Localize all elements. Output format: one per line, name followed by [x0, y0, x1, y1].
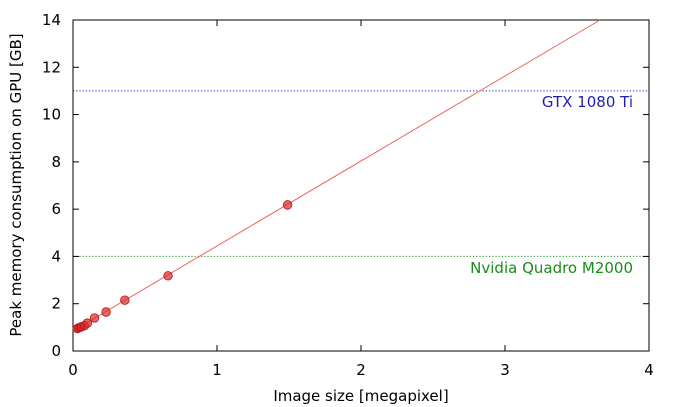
data-points [72, 200, 293, 334]
y-tick-label-4: 8 [51, 153, 61, 171]
ref-label-nvidia-quadro-m2000: Nvidia Quadro M2000 [470, 259, 633, 277]
y-axis-label: Peak memory consumption on GPU [GB] [7, 33, 25, 336]
data-point-5 [82, 318, 93, 328]
x-tick-label-3: 3 [500, 361, 510, 379]
y-tick-label-7: 14 [42, 11, 61, 29]
y-tick-label-5: 10 [42, 106, 61, 124]
fit-line [72, 19, 601, 332]
x-axis-label: Image size [megapixel] [273, 387, 448, 405]
y-tick-label-1: 2 [51, 295, 61, 313]
y-tick-label-6: 12 [42, 58, 61, 76]
data-point-7 [101, 307, 111, 317]
x-tick-label-4: 4 [644, 361, 654, 379]
data-point-9 [163, 271, 173, 281]
x-tick-label-1: 1 [212, 361, 222, 379]
x-tick-label-2: 2 [356, 361, 366, 379]
x-tick-label-0: 0 [68, 361, 78, 379]
y-tick-label-2: 4 [51, 247, 61, 265]
fit-line-layer [72, 19, 601, 332]
data-point-6 [89, 313, 100, 323]
y-tick-label-3: 6 [51, 200, 61, 218]
plot-frame [72, 19, 650, 352]
reference-lines [73, 90, 649, 257]
ref-label-gtx-1080-ti: GTX 1080 Ti [542, 93, 633, 111]
data-point-8 [120, 295, 130, 305]
data-point-10 [282, 200, 293, 210]
y-tick-label-0: 0 [51, 342, 61, 360]
